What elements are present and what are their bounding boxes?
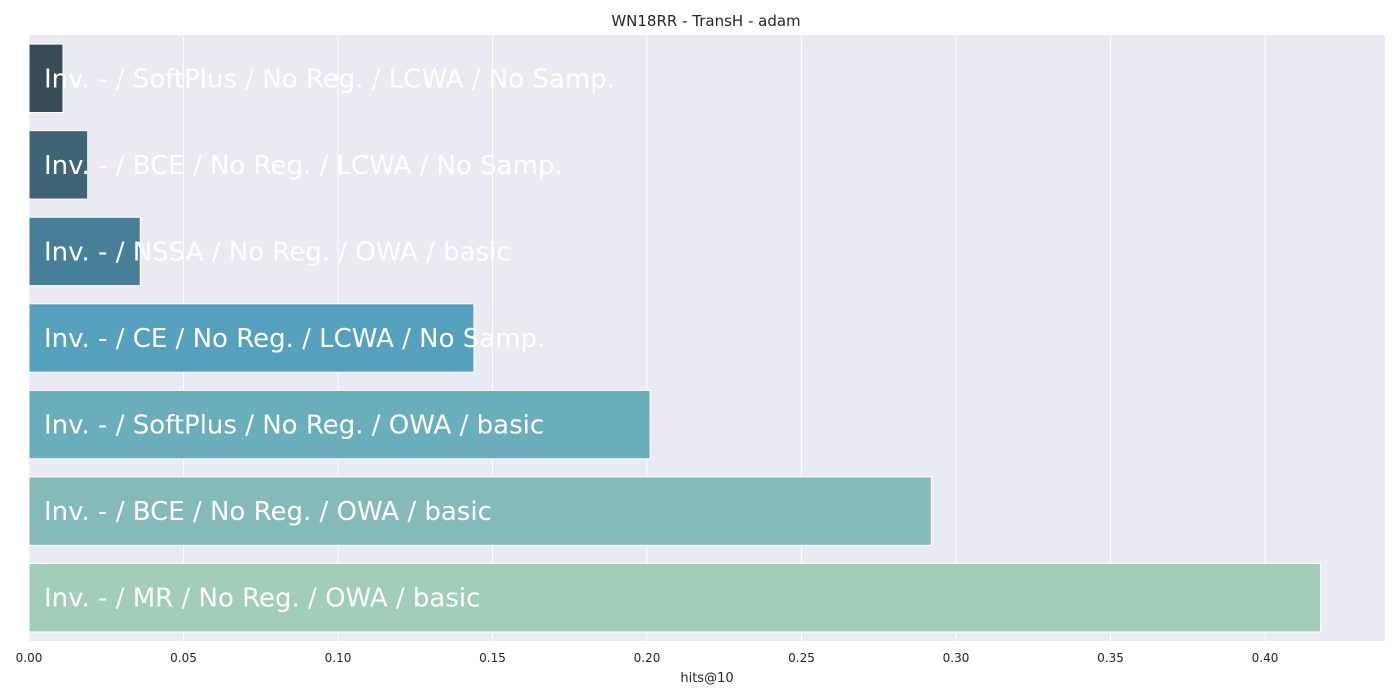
x-tick-label: 0.25 <box>788 651 815 665</box>
x-tick-label: 0.05 <box>170 651 197 665</box>
bar-label: Inv. - / SoftPlus / No Reg. / LCWA / No … <box>44 64 615 94</box>
x-axis-label: hits@10 <box>680 671 733 686</box>
x-axis-ticks: 0.00 0.05 0.10 0.15 0.20 0.25 0.30 0.35 0.40 <box>16 651 1279 665</box>
bar <box>28 216 141 287</box>
bar <box>28 563 1322 633</box>
x-tick-label: 0.00 <box>16 651 43 665</box>
bar-label: Inv. - / MR / No Reg. / OWA / basic <box>44 584 480 614</box>
bars-group: Inv. - / SoftPlus / No Reg. / LCWA / No … <box>28 43 1322 633</box>
x-tick-label: 0.40 <box>1252 651 1279 665</box>
x-tick-label: 0.20 <box>634 651 661 665</box>
bar-label: Inv. - / NSSA / No Reg. / OWA / basic <box>44 237 511 267</box>
bar-label: Inv. - / CE / No Reg. / LCWA / No Samp. <box>44 324 545 354</box>
bar-label: Inv. - / SoftPlus / No Reg. / OWA / basi… <box>44 411 544 441</box>
bar <box>28 476 932 546</box>
bar <box>28 389 651 460</box>
bar-label: Inv. - / BCE / No Reg. / LCWA / No Samp. <box>44 151 563 181</box>
chart-title: WN18RR - TransH - adam <box>611 12 800 30</box>
bar-label: Inv. - / BCE / No Reg. / OWA / basic <box>44 497 492 527</box>
bar <box>28 43 64 113</box>
bar <box>28 130 89 200</box>
bar <box>28 303 475 373</box>
x-tick-label: 0.15 <box>479 651 506 665</box>
x-tick-label: 0.35 <box>1097 651 1124 665</box>
x-tick-label: 0.10 <box>325 651 352 665</box>
x-tick-label: 0.30 <box>943 651 970 665</box>
